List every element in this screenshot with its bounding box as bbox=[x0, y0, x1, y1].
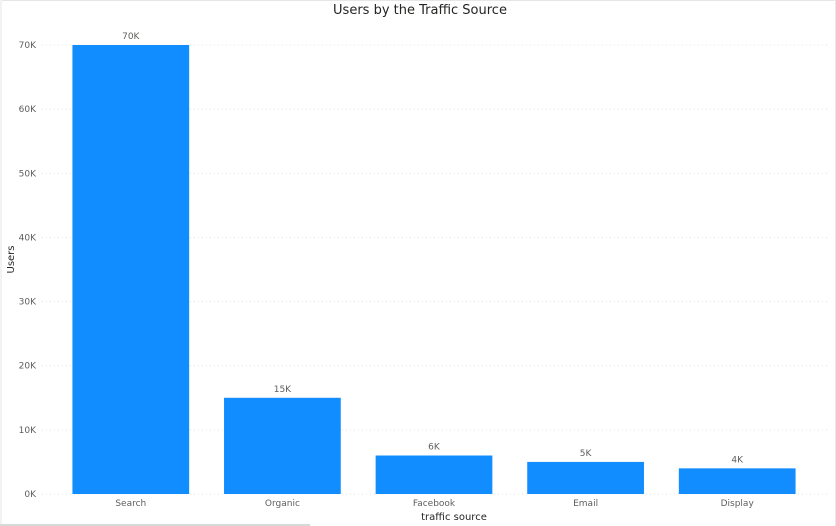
y-tick-label: 60K bbox=[19, 105, 37, 115]
x-tick-label: Display bbox=[721, 499, 755, 509]
y-axis-title: Users bbox=[6, 245, 17, 273]
bars bbox=[72, 45, 796, 494]
bar-data-label: 70K bbox=[122, 32, 140, 42]
y-tick-label: 40K bbox=[19, 233, 37, 243]
x-axis-title: traffic source bbox=[421, 512, 487, 523]
bar bbox=[527, 461, 644, 494]
x-tick-label: Facebook bbox=[413, 499, 456, 509]
x-tick-label: Search bbox=[115, 499, 146, 509]
bar-data-label: 6K bbox=[428, 443, 441, 453]
frame-top-border bbox=[0, 0, 836, 1]
x-tick-label: Organic bbox=[265, 499, 300, 509]
bar-data-label: 15K bbox=[274, 385, 292, 395]
y-tick-label: 50K bbox=[19, 169, 37, 179]
x-axis-ticks: Search Organic Facebook Email Display bbox=[115, 499, 754, 509]
chart-title: Users by the Traffic Source bbox=[333, 3, 507, 18]
y-axis-ticks: 0K 10K 20K 30K 40K 50K 60K 70K bbox=[19, 41, 37, 500]
bar bbox=[224, 397, 341, 494]
y-tick-label: 10K bbox=[19, 426, 37, 436]
y-tick-label: 30K bbox=[19, 298, 37, 308]
x-tick-label: Email bbox=[573, 499, 598, 509]
frame-left-border bbox=[0, 0, 2, 526]
bar-data-label: 4K bbox=[731, 455, 744, 465]
y-tick-label: 20K bbox=[19, 362, 37, 372]
bar bbox=[375, 455, 493, 494]
y-tick-label: 70K bbox=[19, 41, 37, 51]
bar bbox=[72, 45, 190, 494]
data-labels: 70K 15K 6K 5K 4K bbox=[122, 32, 744, 465]
frame-bottom-border bbox=[0, 524, 310, 526]
bar bbox=[678, 468, 796, 494]
y-tick-label: 0K bbox=[24, 490, 37, 500]
bar-data-label: 5K bbox=[580, 449, 593, 459]
